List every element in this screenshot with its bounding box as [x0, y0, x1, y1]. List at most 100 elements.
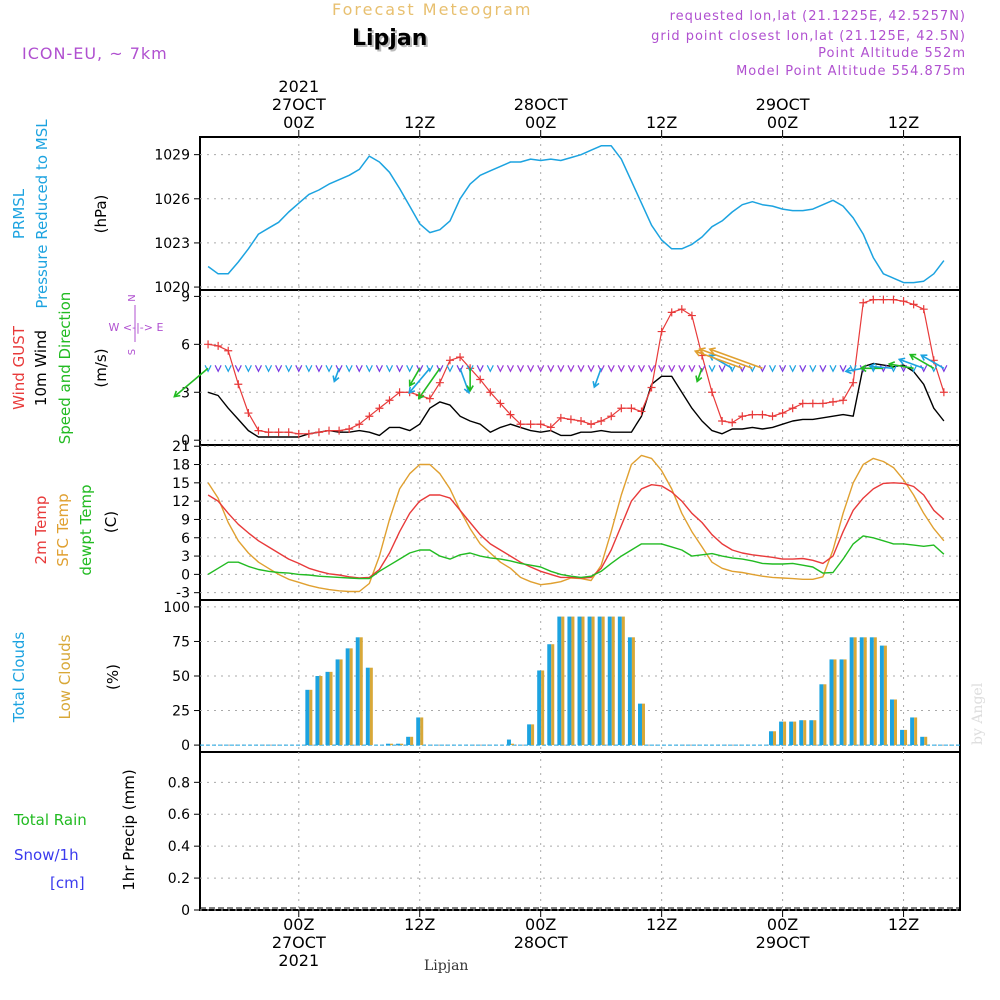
- total-cloud-bar: [799, 720, 804, 746]
- y-tick-label-clouds: 25: [172, 704, 190, 720]
- time-label-top: 29OCT: [756, 95, 810, 114]
- wind-gust-marker: [869, 295, 878, 304]
- wind-gust-marker: [445, 356, 454, 365]
- wind-direction-marker: [597, 365, 605, 373]
- total-cloud-bar: [859, 637, 864, 746]
- wind-arrow-head: [332, 375, 340, 383]
- wind-gust-marker: [345, 425, 354, 434]
- wind-direction-marker: [668, 365, 676, 373]
- time-label-bottom: 00Z: [283, 915, 314, 934]
- total-cloud-bar: [325, 671, 330, 746]
- wind-direction-marker: [627, 365, 635, 373]
- time-label-top: 12Z: [404, 113, 435, 132]
- wind-direction-marker: [698, 365, 706, 373]
- y-tick-label-temp: 15: [172, 476, 190, 492]
- y-tick-label-temp: 6: [181, 531, 190, 547]
- low-cloud-bar: [611, 616, 615, 746]
- wind-gust-marker: [214, 341, 223, 350]
- low-cloud-bar: [541, 670, 545, 746]
- y-tick-label-temp: 18: [172, 458, 190, 474]
- wind-arrow-head: [844, 366, 852, 375]
- label-10m-wind: 10m Wind: [32, 330, 50, 406]
- total-cloud-bar: [567, 616, 572, 746]
- wind-gust-marker: [828, 397, 837, 406]
- wind-direction-marker: [688, 365, 696, 373]
- wind-direction-marker: [224, 365, 232, 373]
- wind-direction-marker: [204, 365, 212, 373]
- total-cloud-bar: [819, 684, 824, 746]
- wind-gust-marker: [274, 428, 283, 437]
- wind-gust-marker: [899, 297, 908, 306]
- panel-frame-wind: [199, 289, 961, 446]
- y-tick-label-clouds: 50: [172, 669, 190, 685]
- low-cloud-bar: [510, 743, 514, 746]
- low-cloud-bar: [904, 729, 908, 746]
- wind-gust-marker: [456, 353, 465, 362]
- total-cloud-bar: [900, 729, 905, 746]
- low-cloud-bar: [319, 676, 323, 746]
- time-label-top: 2021: [278, 77, 319, 96]
- wind-arrow-head: [908, 353, 917, 361]
- total-cloud-bar: [315, 676, 320, 746]
- wind-direction-marker: [315, 365, 323, 373]
- wind-arrow-head: [693, 349, 702, 357]
- wind-gust-marker: [486, 388, 495, 397]
- total-cloud-bar: [627, 637, 632, 746]
- total-cloud-bar: [637, 703, 642, 746]
- wind-arrow-head: [868, 362, 876, 371]
- total-cloud-bar: [365, 667, 370, 746]
- wind-direction-marker: [254, 365, 262, 373]
- wind-direction-marker: [416, 365, 424, 373]
- wind-gust-marker: [244, 409, 253, 418]
- wind-arrow-head: [408, 386, 416, 395]
- page-title: Forecast Meteogram: [332, 0, 533, 19]
- y-tick-label-temp: -3: [176, 586, 190, 602]
- total-cloud-bar: [557, 616, 562, 746]
- time-label-bottom: 12Z: [888, 915, 919, 934]
- wind-arrow: [709, 348, 763, 370]
- y-tick-label-clouds: 100: [163, 600, 190, 616]
- model-altitude: Model Point Altitude 554.875m: [736, 64, 966, 79]
- time-label-bottom: 28OCT: [514, 933, 568, 952]
- wind-arrow: [459, 368, 470, 394]
- wind-direction-marker: [355, 365, 363, 373]
- low-cloud-bar: [863, 637, 867, 746]
- low-cloud-bar: [621, 616, 625, 746]
- y-tick-label-wind: 6: [181, 337, 190, 353]
- wind-arrow-head: [466, 385, 474, 393]
- wind-direction-marker: [819, 365, 827, 373]
- wind-direction-marker: [849, 365, 857, 373]
- y-tick-label-pressure: 1020: [154, 280, 190, 296]
- wind-direction-marker: [708, 365, 716, 373]
- location-title: Lipjan: [352, 26, 428, 51]
- wind-gust-marker: [435, 378, 444, 387]
- total-cloud-bar: [527, 724, 532, 746]
- wind-direction-marker: [335, 365, 343, 373]
- wind-direction-marker: [305, 365, 313, 373]
- time-label-bottom: 00Z: [767, 915, 798, 934]
- wind-direction-marker: [476, 365, 484, 373]
- wind-arrow-head: [173, 390, 181, 398]
- wind-gust-marker: [304, 429, 313, 438]
- wind-direction-marker: [285, 365, 293, 373]
- wind-direction-marker: [648, 365, 656, 373]
- unit-wind: (m/s): [92, 348, 110, 387]
- wind-arrow: [418, 367, 441, 399]
- wind-arrow-head: [859, 364, 867, 373]
- wind-gust-marker: [375, 404, 384, 413]
- wind-gust-marker: [939, 388, 948, 397]
- y-tick-label-temp: 9: [181, 512, 190, 528]
- wind-direction-marker: [265, 365, 273, 373]
- wind-gust-marker: [506, 410, 515, 419]
- low-cloud-bar: [914, 717, 918, 746]
- wind-gust-marker: [849, 378, 858, 387]
- total-cloud-bar: [910, 717, 915, 746]
- dewpt-temp-line: [207, 535, 945, 580]
- total-cloud-bar: [607, 616, 612, 746]
- low-cloud-bar: [551, 644, 555, 746]
- point-altitude: Point Altitude 552m: [818, 46, 966, 61]
- wind-gust-marker: [597, 417, 606, 426]
- wind-gust-marker: [839, 396, 848, 405]
- y-tick-label-pressure: 1029: [154, 148, 190, 164]
- wind-direction-marker: [547, 365, 555, 373]
